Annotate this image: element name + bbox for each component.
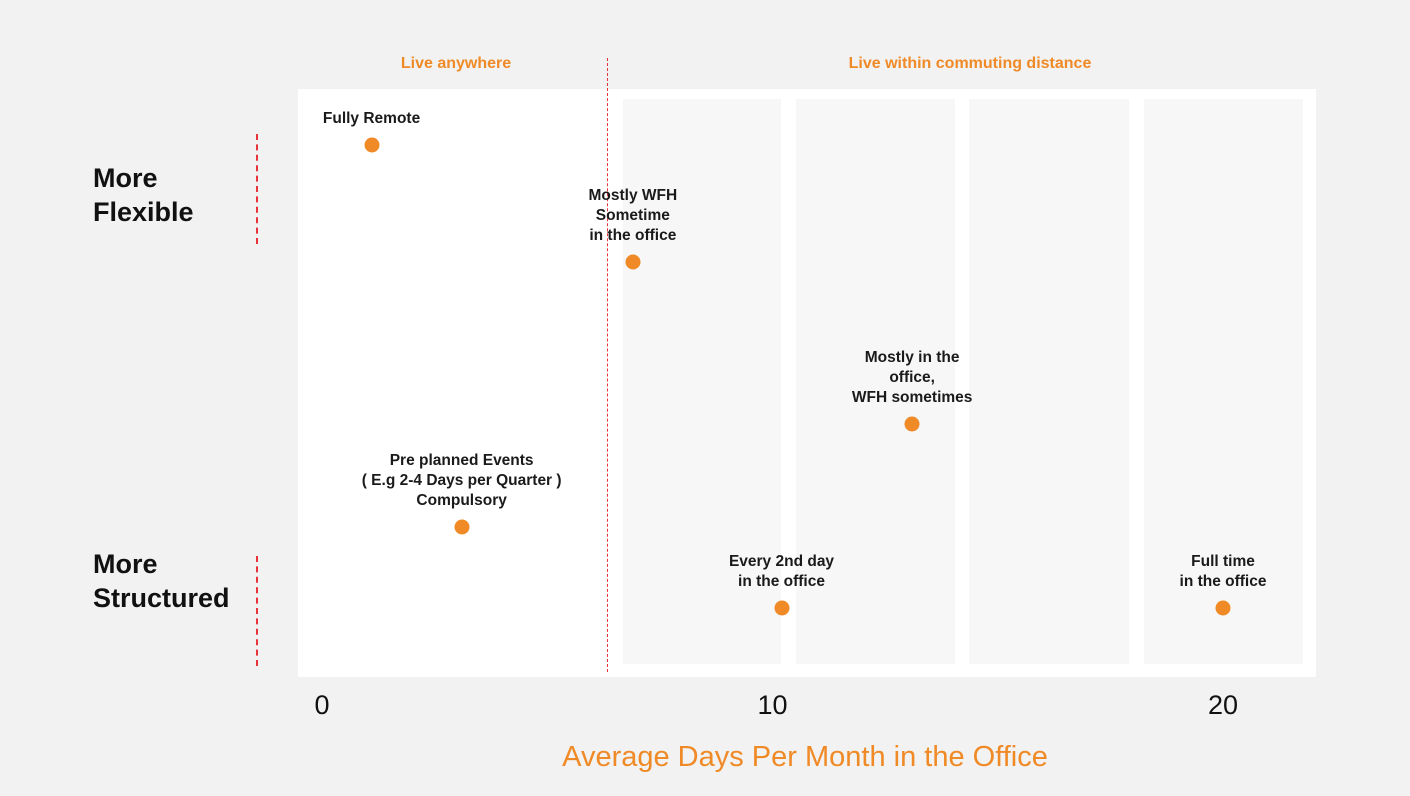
x-tick-label: 10	[757, 690, 788, 720]
point-dot-mostly-wfh	[625, 254, 641, 270]
more-flexible-line-2: Flexible	[93, 197, 194, 227]
region-divider-line	[607, 58, 608, 672]
more-flexible-label: More Flexible	[93, 161, 194, 229]
structured-axis-marker	[256, 556, 258, 666]
x-axis-title: Average Days Per Month in the Office	[562, 741, 1048, 773]
point-label-pre-planned-events: Pre planned Events ( E.g 2-4 Days per Qu…	[361, 452, 562, 509]
point-dot-fully-remote	[364, 137, 380, 153]
region-label-live-anywhere: Live anywhere	[400, 55, 512, 72]
point-label-full-time: Full time in the office	[1179, 553, 1267, 590]
point-dot-pre-planned-events	[454, 519, 470, 535]
x-tick-label: 0	[314, 690, 330, 720]
flexible-axis-marker	[256, 134, 258, 244]
point-label-fully-remote: Fully Remote	[322, 110, 421, 127]
point-label-mostly-in-office: Mostly in the office, WFH sometimes	[851, 349, 973, 406]
region-label-commuting-distance: Live within commuting distance	[848, 55, 1092, 72]
more-structured-line-1: More	[93, 549, 158, 579]
column-band-4	[1144, 99, 1303, 664]
more-flexible-line-1: More	[93, 163, 158, 193]
more-structured-line-2: Structured	[93, 583, 230, 613]
column-band-1	[623, 99, 781, 664]
more-structured-label: More Structured	[93, 547, 230, 615]
point-label-mostly-wfh: Mostly WFH Sometime in the office	[588, 187, 678, 244]
column-band-3	[969, 99, 1129, 664]
point-dot-full-time	[1215, 600, 1231, 616]
point-dot-every-2nd-day	[774, 600, 789, 616]
x-tick-label: 20	[1207, 690, 1239, 720]
point-label-every-2nd-day: Every 2nd day in the office	[728, 553, 835, 590]
column-band-2	[796, 99, 955, 664]
point-dot-mostly-in-office	[904, 416, 920, 432]
